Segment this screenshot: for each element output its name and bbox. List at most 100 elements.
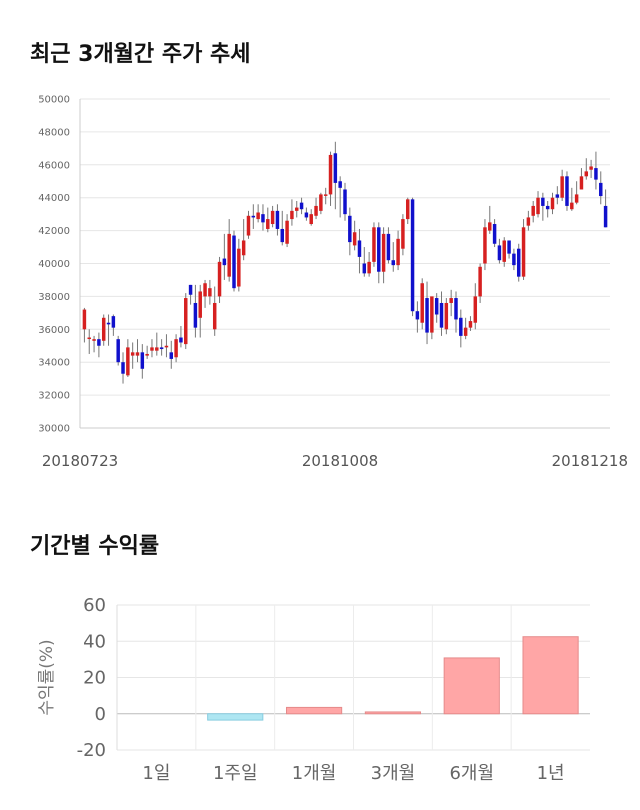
candle-down	[434, 298, 439, 315]
price-chart-x-ticks: 20180723 20181008 20181218	[42, 452, 628, 470]
candle-up	[266, 219, 270, 229]
returns-y-tick-label: 0	[95, 704, 106, 725]
returns-chart-x-ticks: 1일 1주일 1개월 3개월 6개월 1년	[142, 763, 564, 784]
candle-up	[323, 194, 328, 196]
returns-x-tick-label: 1개월	[292, 763, 337, 784]
returns-bar	[285, 706, 343, 715]
candle-up	[212, 302, 217, 330]
candle-down	[545, 205, 550, 210]
price-y-tick-label: 38000	[38, 292, 70, 303]
price-x-tick-label: 20181008	[302, 452, 378, 470]
candle-up	[246, 215, 251, 236]
candle-up	[521, 227, 526, 277]
candle-up	[589, 166, 593, 170]
candle-up	[227, 233, 231, 277]
candle-up	[217, 261, 222, 297]
candle-up	[468, 321, 473, 328]
price-y-tick-label: 36000	[38, 325, 70, 336]
price-chart-grid	[79, 98, 610, 429]
returns-bar	[443, 657, 500, 715]
price-y-tick-label: 44000	[38, 193, 70, 204]
candle-up	[352, 232, 357, 246]
price-x-tick-label: 20180723	[42, 452, 118, 470]
candle-down	[140, 352, 145, 369]
candle-down	[343, 189, 347, 215]
candle-up	[570, 202, 574, 210]
candle-up	[319, 194, 323, 211]
candle-up	[463, 327, 468, 336]
candle-up	[237, 248, 241, 287]
returns-x-tick-label: 3개월	[371, 763, 416, 784]
candle-down	[275, 210, 280, 229]
returns-chart-grid	[116, 604, 590, 751]
candle-up	[405, 199, 410, 220]
candle-down	[116, 339, 120, 363]
candle-down	[188, 284, 193, 295]
candle-up	[531, 205, 535, 216]
candle-down	[222, 258, 227, 266]
candle-down	[111, 316, 116, 328]
candle-up	[270, 210, 275, 225]
candle-up	[401, 219, 405, 249]
candle-up	[488, 222, 492, 231]
candle-down	[594, 168, 598, 180]
candle-up	[550, 197, 555, 210]
price-chart-y-ticks: 50000 48000 46000 44000 42000 40000 38000 36000…	[38, 95, 70, 435]
candle-up	[444, 302, 449, 330]
candle-up	[135, 352, 140, 356]
candle-down	[121, 362, 125, 374]
returns-y-tick-label: 40	[83, 631, 106, 652]
returns-x-tick-label: 1일	[142, 763, 170, 784]
returns-bar	[364, 711, 422, 715]
candle-down	[454, 298, 458, 320]
candle-up	[502, 240, 506, 262]
candle-up	[584, 171, 589, 177]
candle-down	[261, 214, 265, 223]
returns-bar	[522, 636, 579, 715]
candle-down	[410, 199, 415, 312]
candle-down	[106, 322, 111, 325]
candle-down	[299, 202, 304, 210]
candle-up	[560, 176, 564, 198]
candle-up	[579, 176, 584, 190]
candle-up	[164, 345, 169, 348]
price-y-tick-label: 42000	[38, 226, 70, 237]
candle-up	[367, 261, 371, 274]
candle-up	[536, 197, 540, 215]
candle-up	[449, 298, 453, 303]
candle-down	[169, 352, 174, 359]
candle-down	[338, 181, 342, 188]
returns-x-tick-label: 6개월	[449, 763, 494, 784]
candle-up	[184, 298, 188, 345]
candle-up	[473, 296, 478, 323]
candle-up	[420, 283, 424, 323]
candle-down	[97, 339, 101, 346]
candle-down	[541, 197, 545, 206]
price-y-tick-label: 50000	[38, 95, 70, 106]
candle-down	[386, 233, 391, 261]
candle-up	[87, 337, 91, 340]
price-y-tick-label: 32000	[38, 391, 70, 402]
candle-up	[126, 347, 130, 376]
candle-down	[599, 182, 603, 197]
candle-down	[507, 240, 511, 254]
price-x-tick-label: 20181218	[552, 452, 628, 470]
price-chart-title: 최근 3개월간 주가 추세	[30, 42, 251, 67]
candle-down	[425, 298, 429, 333]
candle-up	[483, 227, 487, 264]
candle-up	[145, 353, 149, 356]
candle-up	[430, 296, 434, 333]
returns-x-tick-label: 1년	[537, 763, 565, 784]
returns-x-tick-label: 1주일	[213, 763, 258, 784]
candle-down	[565, 176, 569, 206]
candle-up	[372, 227, 376, 262]
returns-chart-y-axis-label: 수익률(%)	[37, 639, 57, 715]
candle-down	[415, 311, 420, 320]
candle-up	[526, 217, 531, 226]
candle-down	[193, 302, 198, 328]
candle-down	[362, 263, 367, 274]
candle-down	[232, 235, 236, 289]
candle-up	[101, 317, 106, 341]
returns-chart-title: 기간별 수익률	[30, 534, 160, 559]
candle-up	[203, 283, 207, 297]
